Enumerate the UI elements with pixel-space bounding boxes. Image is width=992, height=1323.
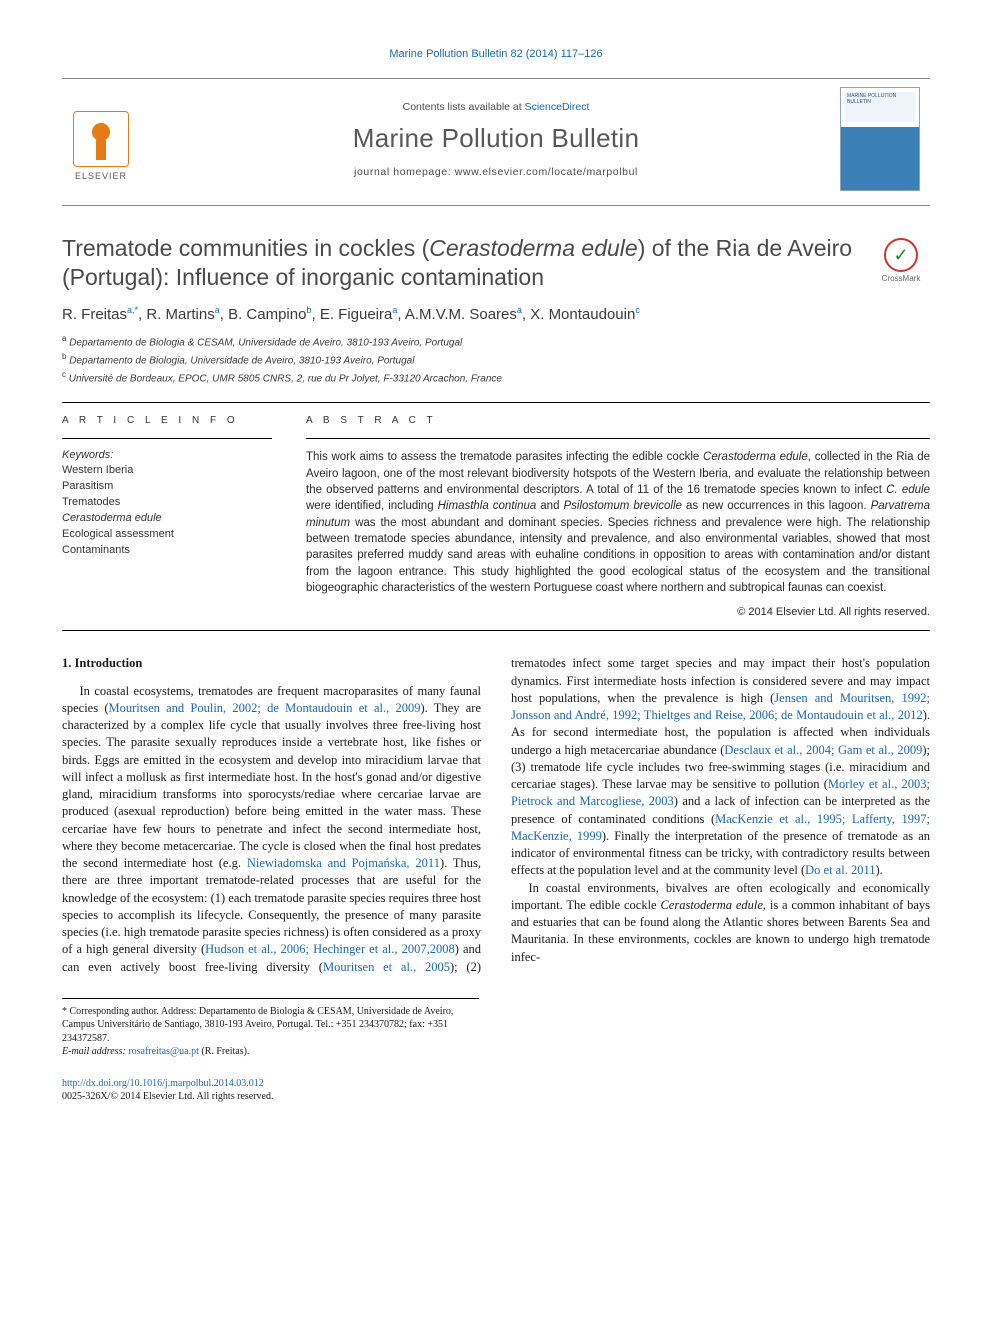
- journal-homepage-line: journal homepage: www.elsevier.com/locat…: [166, 166, 826, 178]
- author-1: R. Freitas: [62, 306, 127, 323]
- keyword: Trematodes: [62, 495, 272, 511]
- keyword: Ecological assessment: [62, 527, 272, 543]
- keyword: Contaminants: [62, 543, 272, 559]
- citation[interactable]: Do et al. 2011: [805, 863, 875, 877]
- abstract-head: A B S T R A C T: [306, 415, 930, 426]
- doi-link[interactable]: http://dx.doi.org/10.1016/j.marpolbul.20…: [62, 1077, 930, 1091]
- journal-name: Marine Pollution Bulletin: [166, 123, 826, 154]
- elsevier-logo: ELSEVIER: [62, 97, 140, 181]
- author-5: , A.M.V.M. Soares: [397, 306, 517, 323]
- divider: [306, 438, 930, 439]
- affil-a: a Departamento de Biologia & CESAM, Univ…: [62, 333, 930, 351]
- email-link[interactable]: rosafreitas@ua.pt: [128, 1046, 199, 1057]
- article-info-block: A R T I C L E I N F O Keywords: Western …: [62, 415, 272, 618]
- running-head: Marine Pollution Bulletin 82 (2014) 117–…: [62, 48, 930, 60]
- affiliations: a Departamento de Biologia & CESAM, Univ…: [62, 333, 930, 386]
- keyword: Parasitism: [62, 479, 272, 495]
- journal-masthead: ELSEVIER Contents lists available at Sci…: [62, 78, 930, 206]
- cover-title: MARINE POLLUTION BULLETIN: [847, 94, 919, 105]
- divider: [62, 402, 930, 403]
- author-4: , E. Figueira: [311, 306, 392, 323]
- contents-list-line: Contents lists available at ScienceDirec…: [166, 101, 826, 113]
- citation[interactable]: Desclaux et al., 2004; Gam et al., 2009: [724, 743, 922, 757]
- corr-author-text: * Corresponding author. Address: Departa…: [62, 1005, 479, 1046]
- copyright-line: © 2014 Elsevier Ltd. All rights reserved…: [306, 606, 930, 618]
- keyword: Western Iberia: [62, 463, 272, 479]
- author-2: , R. Martins: [138, 306, 215, 323]
- author-6: , X. Montaudouin: [522, 306, 635, 323]
- elsevier-tree-icon: [73, 111, 129, 167]
- publisher-name: ELSEVIER: [75, 171, 127, 181]
- keyword: Cerastoderma edule: [62, 511, 272, 527]
- citation[interactable]: Niewiadomska and Pojmańska, 2011: [247, 856, 440, 870]
- abstract-block: A B S T R A C T This work aims to assess…: [306, 415, 930, 618]
- citation[interactable]: Hudson et al., 2006; Hechinger et al., 2…: [205, 942, 455, 956]
- abstract-text: This work aims to assess the trematode p…: [306, 449, 930, 596]
- author-list: R. Freitasa,*, R. Martinsa, B. Campinob,…: [62, 305, 930, 323]
- keywords-label: Keywords:: [62, 449, 272, 461]
- affil-b: b Departamento de Biologia, Universidade…: [62, 351, 930, 369]
- sciencedirect-link[interactable]: ScienceDirect: [525, 101, 590, 113]
- email-line: E-mail address: rosafreitas@ua.pt (R. Fr…: [62, 1045, 479, 1059]
- homepage-prefix: journal homepage:: [354, 166, 455, 178]
- section-heading-introduction: 1. Introduction: [62, 655, 481, 672]
- title-part-a: Trematode communities in cockles (: [62, 235, 429, 261]
- title-species: Cerastoderma edule: [429, 235, 637, 261]
- affil-c: c Université de Bordeaux, EPOC, UMR 5805…: [62, 369, 930, 387]
- article-title: Trematode communities in cockles (Cerast…: [62, 234, 854, 293]
- citation[interactable]: Mouritsen et al., 2005: [323, 960, 450, 974]
- crossmark-icon: ✓: [884, 238, 918, 272]
- author-1-affil: a,: [127, 305, 135, 315]
- crossmark-label: CrossMark: [882, 274, 921, 283]
- corresponding-author-footnote: * Corresponding author. Address: Departa…: [62, 998, 479, 1059]
- issn-copyright: 0025-326X/© 2014 Elsevier Ltd. All right…: [62, 1090, 930, 1104]
- contents-prefix: Contents lists available at: [403, 101, 525, 113]
- citation[interactable]: Mouritsen and Poulin, 2002; de Montaudou…: [109, 701, 421, 715]
- divider: [62, 630, 930, 631]
- article-body: 1. Introduction In coastal ecosystems, t…: [62, 655, 930, 976]
- article-info-head: A R T I C L E I N F O: [62, 415, 272, 426]
- body-paragraph: In coastal environments, bivalves are of…: [511, 880, 930, 966]
- crossmark-widget[interactable]: ✓ CrossMark: [872, 238, 930, 283]
- author-6-affil: c: [635, 305, 640, 315]
- page-footer: http://dx.doi.org/10.1016/j.marpolbul.20…: [62, 1077, 930, 1104]
- author-3: , B. Campino: [220, 306, 307, 323]
- divider: [62, 438, 272, 439]
- journal-cover-thumbnail: MARINE POLLUTION BULLETIN: [840, 87, 920, 191]
- keywords-list: Western Iberia Parasitism Trematodes Cer…: [62, 463, 272, 559]
- homepage-url[interactable]: www.elsevier.com/locate/marpolbul: [455, 166, 638, 178]
